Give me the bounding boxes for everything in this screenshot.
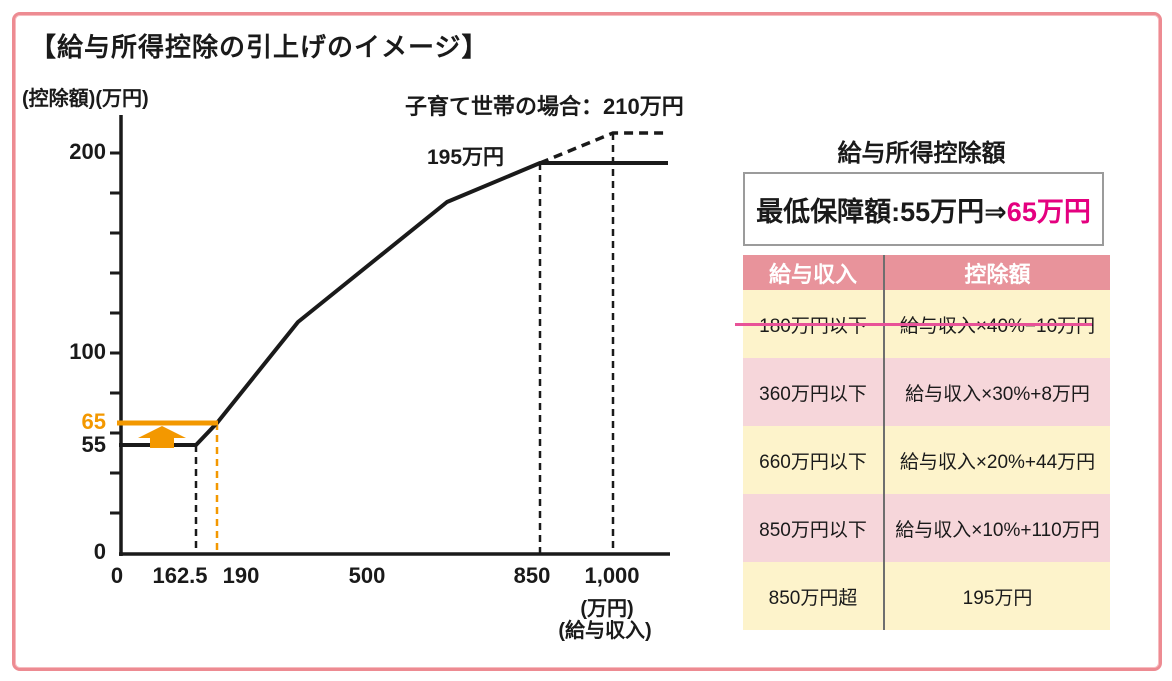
minimum-guarantee-new: 65万円	[1006, 196, 1091, 227]
y-axis-ticks	[110, 151, 121, 515]
table-row-deduction: 給与収入×30%+8万円	[883, 358, 1110, 426]
y-tick-65: 65	[81, 408, 106, 434]
minimum-guarantee-box: 最低保障額:55万円⇒ 65万円	[743, 172, 1104, 246]
y-tick-55: 55	[81, 431, 106, 457]
table-row-income: 360万円以下	[743, 358, 883, 426]
strikethrough-line	[735, 323, 1092, 326]
x-tick-0: 0	[110, 563, 124, 588]
cap-195-annotation: 195万円	[427, 146, 505, 169]
y-tick-0: 0	[93, 538, 106, 564]
childcare-dashed-line	[539, 131, 668, 165]
table-header-deduction: 控除額	[883, 255, 1110, 290]
table-row-income: 660万円以下	[743, 426, 883, 494]
table-row-income: 850万円超	[743, 562, 883, 630]
x-tick-190: 190	[222, 563, 260, 588]
table-row-deduction: 給与収入×20%+44万円	[883, 426, 1110, 494]
table-row-deduction: 給与収入×10%+110万円	[883, 494, 1110, 562]
deduction-table: 給与収入 控除額 180万円以下 給与収入×40%−10万円 360万円以下 給…	[743, 255, 1110, 630]
deduction-line-chart	[110, 115, 670, 556]
figure-title: 【給与所得控除の引上げのイメージ】	[30, 32, 489, 62]
y-tick-200: 200	[69, 138, 106, 164]
y-tick-100: 100	[69, 338, 106, 364]
minimum-guarantee-old: 最低保障額:55万円⇒	[756, 196, 1007, 227]
table-row-deduction: 195万円	[883, 562, 1110, 630]
x-axis-unit-label: (万円)	[580, 598, 634, 620]
x-tick-500: 500	[348, 563, 386, 588]
panel-border	[12, 12, 1162, 671]
x-tick-162_5: 162.5	[152, 563, 208, 588]
raise-arrow-icon	[138, 426, 186, 448]
table-header-income: 給与収入	[743, 255, 883, 290]
side-heading: 給与所得控除額	[837, 140, 1006, 167]
table-row-income: 850万円以下	[743, 494, 883, 562]
x-tick-1000: 1,000	[584, 563, 640, 588]
y-axis-label: (控除額)(万円)	[22, 88, 149, 110]
childcare-annotation: 子育て世帯の場合：210万円	[405, 94, 684, 119]
x-tick-850: 850	[513, 563, 551, 588]
deduction-curve	[119, 161, 668, 447]
x-axis-name-label: (給与収入)	[558, 620, 652, 642]
